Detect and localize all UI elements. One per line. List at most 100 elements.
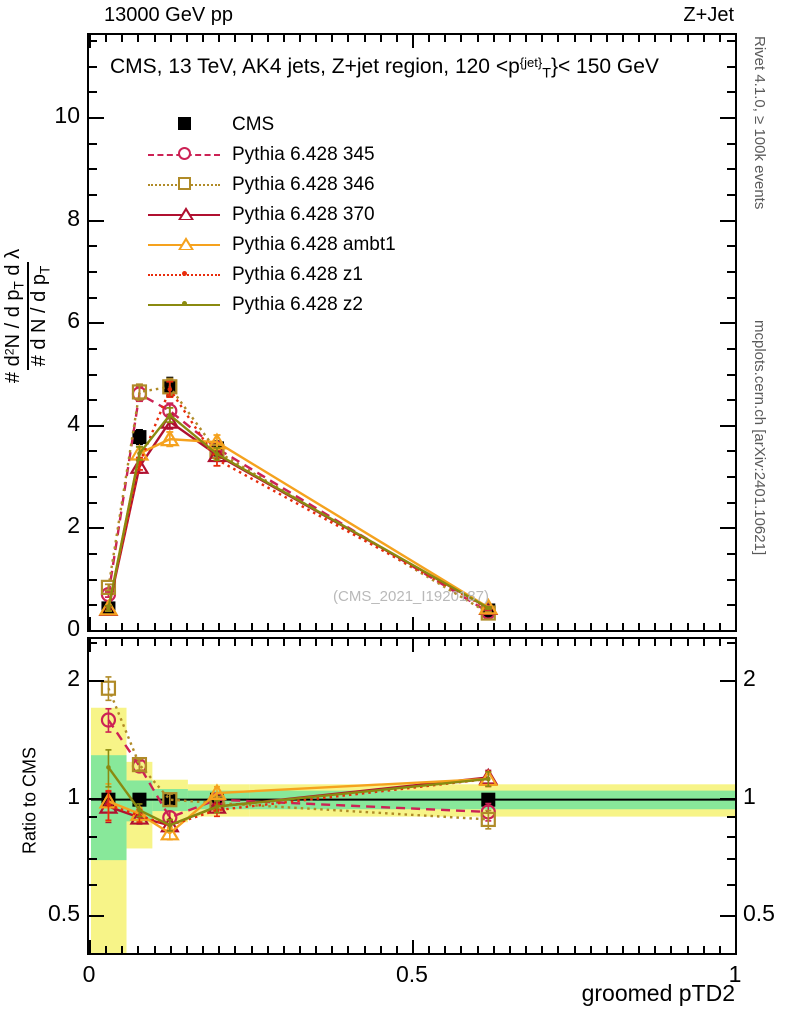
y-tick [89, 65, 97, 68]
legend-key-marker [178, 237, 194, 250]
x-tick [250, 946, 253, 953]
x-tick [331, 639, 334, 646]
x-tick [153, 946, 156, 953]
plot-title-text: CMS, 13 TeV, AK4 jets, Z+jet region, 120… [110, 55, 520, 78]
x-tick [121, 946, 124, 953]
x-tick [218, 639, 221, 646]
x-tick [105, 946, 108, 953]
y-tick [727, 450, 735, 453]
ratio-data-marker [481, 792, 496, 807]
x-tick [266, 35, 269, 42]
main-data-marker [106, 606, 111, 611]
x-tick [331, 946, 334, 953]
x-tick [735, 35, 737, 48]
x-tick [250, 623, 253, 630]
x-tick [638, 639, 641, 646]
x-tick [412, 35, 414, 48]
main-error-bar [135, 383, 143, 401]
x-tick [282, 623, 285, 630]
main-plot-svg [98, 376, 499, 621]
y-tick [89, 322, 104, 325]
x-tick [557, 623, 560, 630]
ratio-data-marker [485, 776, 491, 782]
legend-key-marker [178, 177, 191, 190]
x-tick [347, 639, 350, 646]
x-tick [105, 639, 108, 646]
x-tick [202, 946, 205, 953]
y-tick [89, 476, 97, 479]
ratio-y-tick [89, 884, 97, 887]
x-tick [169, 639, 172, 646]
main-plot-frame [87, 33, 737, 632]
x-tick [654, 946, 657, 953]
x-tick [250, 35, 253, 42]
legend-marker-glyph [178, 207, 194, 220]
y-tick [727, 270, 735, 273]
x-tick [605, 639, 608, 646]
x-tick [718, 35, 721, 42]
x-tick [298, 639, 301, 646]
x-tick [153, 623, 156, 630]
x-tick [492, 946, 495, 953]
x-tick [541, 35, 544, 42]
x-tick [460, 623, 463, 630]
x-tick [234, 623, 237, 630]
x-tick [476, 35, 479, 42]
x-axis-title: groomed pTD2 [581, 980, 735, 1006]
legend-marker-glyph [182, 271, 187, 276]
main-y-tick-label: 4 [67, 409, 80, 436]
x-tick [234, 946, 237, 953]
x-tick [718, 623, 721, 630]
y-tick [727, 578, 735, 581]
y-tick [727, 476, 735, 479]
y-tick [89, 194, 97, 196]
main-data-marker [131, 384, 148, 400]
ratio-y-tick-label-right: 0.5 [743, 900, 775, 927]
y-tick [727, 296, 735, 299]
legend-item[interactable]: Pythia 6.428 370 [148, 200, 468, 230]
legend-item[interactable]: Pythia 6.428 z1 [148, 260, 468, 290]
y-tick [89, 553, 97, 556]
ratio-y-tick [727, 642, 735, 645]
x-tick [654, 35, 657, 42]
legend-item-label: Pythia 6.428 z2 [232, 294, 363, 315]
x-tick [702, 35, 705, 42]
legend-key-z1 [148, 264, 220, 286]
x-tick [654, 639, 657, 646]
main-y-tick-label: 8 [67, 204, 80, 231]
x-tick [137, 35, 140, 42]
legend-key-370 [148, 204, 220, 226]
ratio-y-tick [720, 797, 735, 800]
main-data-marker [100, 579, 117, 595]
legend-item[interactable]: Pythia 6.428 346 [148, 170, 468, 200]
y-tick [727, 65, 735, 68]
x-tick [508, 639, 511, 646]
x-tick [476, 946, 479, 953]
legend-item[interactable]: Pythia 6.428 ambt1 [148, 230, 468, 260]
ratio-data-marker [214, 804, 220, 809]
legend-item-label: Pythia 6.428 ambt1 [232, 234, 396, 255]
x-tick [573, 623, 576, 630]
ratio-series-line [107, 719, 489, 820]
ratio-data-marker [162, 792, 178, 808]
legend-item[interactable]: Pythia 6.428 345 [148, 140, 468, 170]
x-tick [428, 623, 431, 630]
x-tick [589, 623, 592, 630]
ratio-y-tick [89, 815, 97, 818]
x-tick [621, 35, 624, 42]
x-tick [298, 946, 301, 953]
legend-marker-glyph [178, 237, 194, 250]
x-tick [315, 623, 318, 630]
ratio-data-marker [100, 712, 117, 728]
y-tick [89, 578, 97, 581]
x-tick [169, 35, 172, 42]
ratio-y-tick [727, 815, 735, 818]
legend-item[interactable]: Pythia 6.428 z2 [148, 290, 468, 320]
x-tick [89, 940, 91, 953]
x-tick [492, 623, 495, 630]
x-tick [169, 946, 172, 953]
x-tick [428, 639, 431, 646]
main-series-line [107, 413, 489, 609]
y-tick [89, 450, 97, 453]
legend-item[interactable]: CMS [148, 110, 468, 140]
